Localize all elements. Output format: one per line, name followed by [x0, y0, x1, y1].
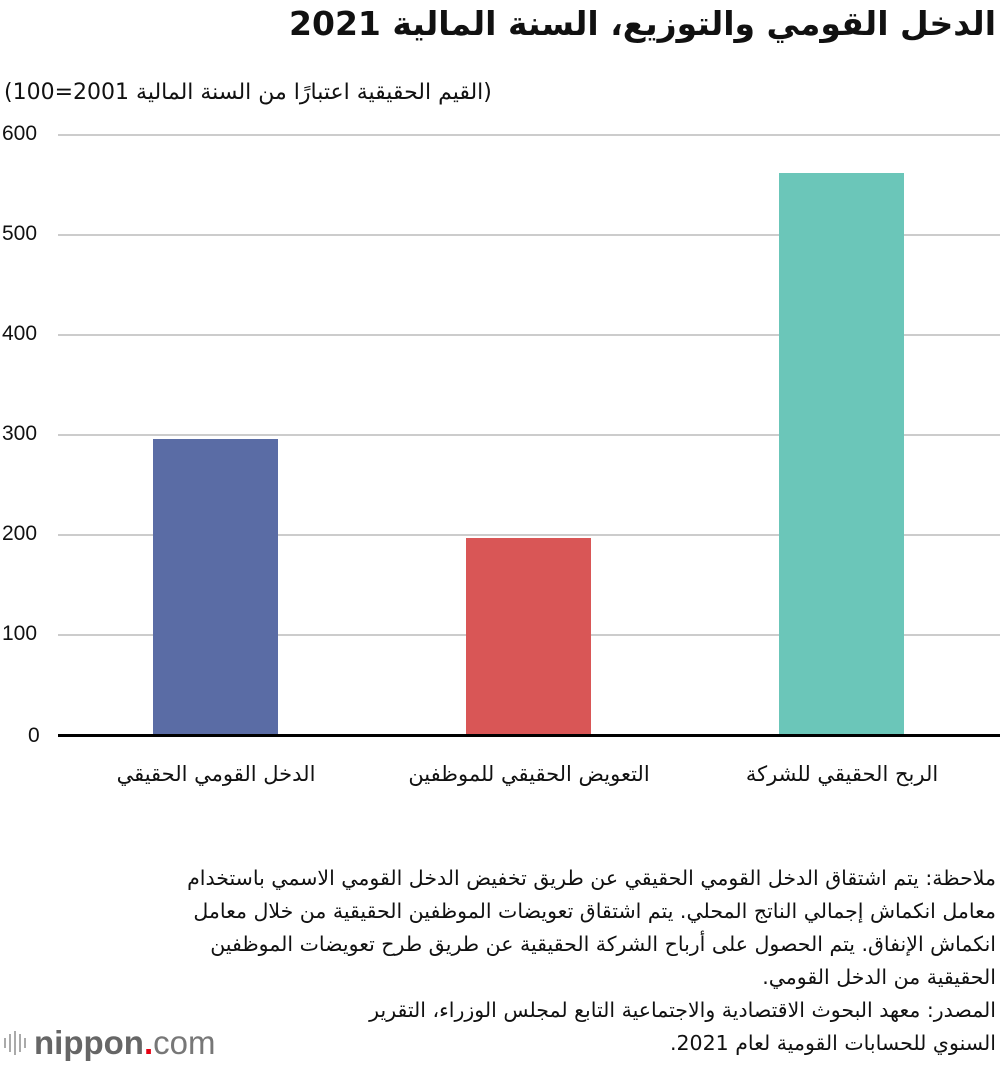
note-line: انكماش الإنفاق. يتم الحصول على أرباح الش… — [210, 932, 996, 956]
gridline-200 — [58, 534, 1000, 536]
source-line: السنوي للحسابات القومية لعام 2021. — [669, 1031, 996, 1055]
y-tick-600: 600 — [2, 122, 38, 145]
x-axis-baseline — [58, 734, 1000, 737]
bar-real-national-income — [153, 439, 278, 735]
bar-real-employee-compensation — [466, 538, 591, 735]
bar-real-corporate-profit — [779, 173, 904, 735]
y-tick-500: 500 — [2, 222, 38, 245]
y-tick-0: 0 — [28, 724, 40, 747]
note-line: معامل انكماش إجمالي الناتج المحلي. يتم ا… — [193, 899, 996, 923]
y-tick-200: 200 — [2, 522, 38, 545]
logo-name: nippon — [34, 1024, 144, 1061]
gridline-400 — [58, 334, 1000, 336]
y-tick-300: 300 — [2, 422, 38, 445]
note-line: الحقيقية من الدخل القومي. — [762, 965, 996, 989]
chart-title: الدخل القومي والتوزيع، السنة المالية 202… — [289, 4, 996, 43]
y-tick-400: 400 — [2, 322, 38, 345]
gridline-300 — [58, 434, 1000, 436]
chart-subtitle: (القيم الحقيقية اعتبارًا من السنة المالي… — [4, 80, 492, 105]
x-label-real-corporate-profit: الربح الحقيقي للشركة — [745, 762, 939, 786]
logo-dot: . — [143, 1024, 154, 1061]
sound-wave-icon — [4, 1031, 26, 1055]
note-line: ملاحظة: يتم اشتقاق الدخل القومي الحقيقي … — [187, 866, 996, 890]
source-line: المصدر: معهد البحوث الاقتصادية والاجتماع… — [369, 998, 996, 1022]
gridline-500 — [58, 234, 1000, 236]
nippon-logo: nippon. com — [4, 1024, 215, 1062]
x-label-real-employee-compensation: التعويض الحقيقي للموظفين — [408, 762, 650, 786]
gridline-600 — [58, 134, 1000, 136]
logo-suffix: com — [153, 1024, 216, 1061]
y-tick-100: 100 — [2, 622, 38, 645]
footnote: ملاحظة: يتم اشتقاق الدخل القومي الحقيقي … — [36, 862, 996, 1060]
x-label-real-national-income: الدخل القومي الحقيقي — [116, 762, 316, 786]
